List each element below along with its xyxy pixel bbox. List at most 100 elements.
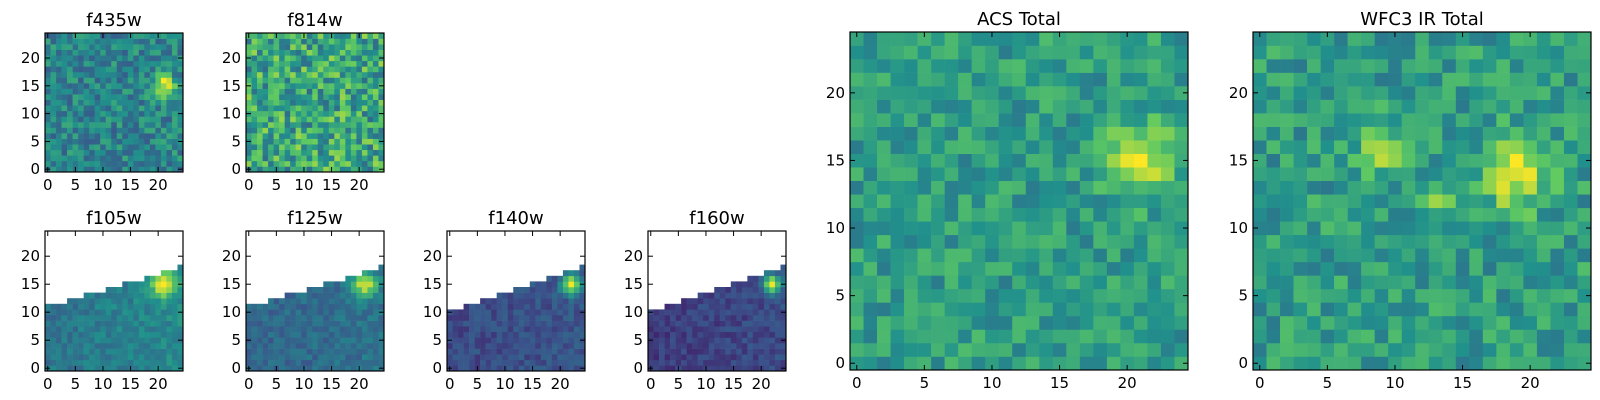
heatmap-cell	[1307, 248, 1321, 263]
heatmap-cell	[149, 144, 156, 151]
heatmap-cell	[1388, 221, 1403, 236]
heatmap-cell	[127, 49, 134, 56]
heatmap-cell	[904, 99, 918, 114]
heatmap-cell	[1361, 221, 1375, 236]
heatmap-cell	[78, 105, 84, 112]
heatmap-cell	[317, 138, 324, 145]
heatmap-cell	[1133, 275, 1148, 290]
heatmap-cell	[1347, 261, 1362, 276]
heatmap-cell	[774, 309, 781, 316]
heatmap-cell	[334, 55, 341, 62]
heatmap-cell	[50, 66, 57, 73]
heatmap-cell	[904, 194, 918, 209]
heatmap-cell	[1307, 153, 1321, 168]
heatmap-cell	[1401, 248, 1416, 263]
heatmap-cell	[105, 83, 112, 89]
heatmap-cell	[279, 354, 285, 361]
heatmap-cell	[1012, 329, 1027, 344]
heatmap-cell	[971, 234, 986, 249]
heatmap-cell	[863, 59, 878, 73]
heatmap-cell	[1509, 302, 1524, 317]
heatmap-cell	[56, 315, 62, 321]
heatmap-cell	[251, 315, 258, 321]
heatmap-cell	[133, 33, 140, 39]
heatmap-cell	[485, 315, 492, 321]
y-tick-label: 0	[231, 359, 241, 377]
heatmap-cell	[763, 348, 770, 355]
heatmap-cell	[301, 105, 308, 112]
heatmap-cell	[367, 343, 374, 349]
heatmap-cell	[251, 49, 258, 56]
heatmap-cell	[1133, 59, 1148, 73]
heatmap-cell	[301, 292, 308, 299]
heatmap-cell	[877, 32, 891, 46]
heatmap-cell	[138, 281, 145, 288]
heatmap-cell	[904, 221, 918, 236]
heatmap-cell	[958, 342, 972, 357]
heatmap-cell	[1563, 207, 1578, 222]
heatmap-cell	[452, 348, 459, 355]
heatmap-cell	[741, 315, 748, 321]
heatmap-cell	[1388, 72, 1403, 87]
heatmap-cell	[1320, 180, 1335, 195]
heatmap-cell	[273, 105, 280, 112]
heatmap-cell	[1160, 45, 1175, 60]
heatmap-cell	[312, 359, 319, 366]
heatmap-cell	[904, 167, 918, 182]
heatmap-cell	[1039, 180, 1054, 195]
heatmap-cell	[474, 320, 481, 327]
heatmap-cell	[133, 155, 140, 162]
heatmap-cell	[378, 326, 385, 333]
heatmap-cell	[540, 343, 547, 349]
heatmap-cell	[1160, 32, 1175, 46]
heatmap-cell	[177, 77, 184, 84]
heatmap-cell	[714, 343, 721, 349]
heatmap-cell	[1361, 248, 1375, 263]
heatmap-cell	[160, 133, 167, 139]
heatmap-cell	[268, 326, 274, 333]
heatmap-cell	[268, 354, 274, 361]
heatmap-cell	[45, 127, 51, 134]
heatmap-cell	[306, 292, 313, 299]
heatmap-cell	[89, 77, 95, 84]
heatmap-cell	[1361, 32, 1375, 46]
heatmap-cell	[160, 49, 167, 56]
heatmap-cell	[1442, 140, 1457, 154]
heatmap-cell	[61, 44, 68, 50]
heatmap-cell	[138, 155, 145, 162]
heatmap-cell	[1133, 302, 1148, 317]
heatmap-cell	[1442, 288, 1457, 303]
heatmap-cell	[736, 287, 743, 293]
heatmap-cell	[863, 234, 878, 249]
heatmap-cell	[1550, 167, 1565, 182]
heatmap-cell	[758, 343, 765, 349]
heatmap-cell	[328, 155, 335, 162]
heatmap-cell	[1079, 248, 1094, 263]
heatmap-cell	[301, 326, 308, 333]
heatmap-cell	[149, 105, 156, 112]
heatmap-cell	[356, 315, 363, 321]
heatmap-cell	[763, 309, 770, 316]
heatmap-cell	[312, 77, 319, 84]
heatmap-cell	[708, 365, 715, 372]
heatmap-cell	[1388, 302, 1403, 317]
heatmap-cell	[1509, 248, 1524, 263]
heatmap-cell	[133, 281, 140, 288]
heatmap-cell	[1496, 99, 1511, 114]
heatmap-cell	[546, 298, 553, 305]
heatmap-cell	[56, 326, 62, 333]
heatmap-cell	[290, 60, 296, 67]
heatmap-cell	[1012, 113, 1027, 127]
heatmap-cell	[752, 309, 759, 316]
heatmap-cell	[378, 60, 385, 67]
heatmap-cell	[284, 315, 291, 321]
heatmap-cell	[83, 303, 90, 310]
heatmap-cell	[469, 320, 475, 327]
heatmap-cell	[50, 116, 57, 123]
heatmap-cell	[518, 343, 525, 349]
heatmap-cell	[1133, 140, 1148, 154]
heatmap-cell	[361, 348, 368, 355]
heatmap-cell	[675, 359, 682, 366]
heatmap-cell	[251, 77, 258, 84]
heatmap-cell	[1442, 86, 1457, 100]
